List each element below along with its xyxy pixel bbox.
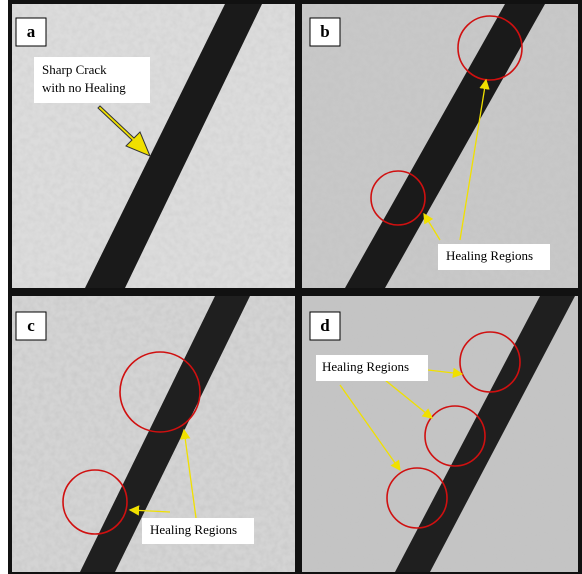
annotation-box <box>142 518 254 544</box>
annotation: Healing Regions <box>446 248 533 263</box>
label-box <box>309 311 341 341</box>
label-box <box>15 17 47 47</box>
arrows <box>97 78 490 519</box>
annotation: Healing Regions <box>322 359 409 374</box>
panel-label: c <box>27 316 35 335</box>
healing-circle <box>119 351 201 433</box>
annotation: with no Healing <box>42 80 126 95</box>
annotation-box <box>34 57 150 103</box>
healing-circle <box>62 469 128 535</box>
healing-circle <box>424 405 486 467</box>
panel-a <box>12 4 295 288</box>
annotation-box <box>316 355 428 381</box>
label-box <box>309 17 341 47</box>
healing-circle <box>370 170 426 226</box>
panel-label: d <box>320 316 330 335</box>
annotation: Healing Regions <box>150 522 237 537</box>
annotation: Sharp Crack <box>42 62 107 77</box>
panel-label: a <box>27 22 36 41</box>
panel-label: b <box>320 22 329 41</box>
label-box <box>15 311 47 341</box>
panel-b <box>302 4 578 288</box>
panel-d <box>302 296 578 572</box>
healing-circle <box>386 467 448 529</box>
healing-circle <box>457 15 523 81</box>
annotation-box <box>438 244 550 270</box>
healing-circle <box>459 331 521 393</box>
